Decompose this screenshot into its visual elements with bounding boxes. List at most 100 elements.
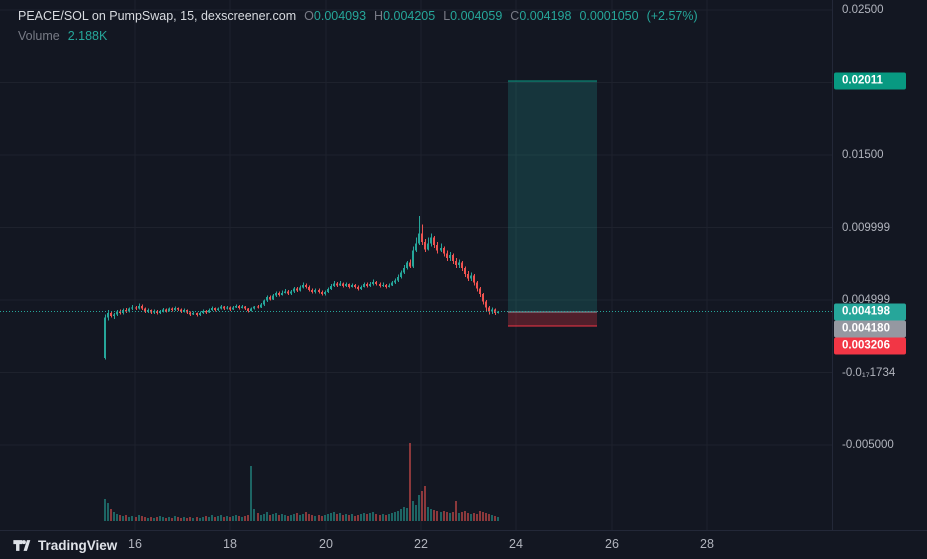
volume-bar [199,518,201,521]
price-axis-label: -0.005000 [842,439,894,451]
candle-body [287,291,289,294]
close-value: 0.004198 [519,9,572,23]
volume-bar [348,515,350,521]
volume-bar [379,515,381,521]
candle-body [467,273,469,279]
volume-bar [351,514,353,521]
volume-bar [116,514,118,521]
volume-bar [183,517,185,521]
volume-bar [186,518,188,521]
candle-body [299,287,301,291]
candle-body [397,276,399,281]
volume-bar [235,515,237,521]
volume-bar [223,517,225,521]
candle-body [427,243,429,250]
candle-body [174,307,176,311]
symbol-title[interactable]: PEACE/SOL on PumpSwap, 15, dexscreener.c… [18,9,297,23]
candle-body [171,308,173,311]
candle-body [293,288,295,292]
candle-body [464,268,466,274]
price-badge-stop: 0.003206 [834,337,906,355]
tradingview-wordmark: TradingView [38,538,118,553]
candle-body [473,275,475,283]
volume-bar [443,511,445,521]
candle-body [192,313,194,315]
price-chart-canvas[interactable] [0,0,832,530]
time-axis[interactable]: 16 18 20 22 24 26 28 [0,530,927,559]
candle-body [485,301,487,308]
volume-bar [296,513,298,521]
volume-bar [366,514,368,521]
volume-value: 2.188K [67,28,108,43]
candle-body [177,307,179,310]
volume-bar [144,517,146,521]
candle-body [281,292,283,295]
volume-bar [202,517,204,521]
volume-bar [369,513,371,521]
volume-bar [345,514,347,521]
volume-bar [250,466,252,521]
candle-body [436,244,438,251]
candle-body [470,275,472,279]
volume-bar [436,511,438,521]
volume-bar [253,509,255,521]
volume-bar [196,517,198,521]
tradingview-logo-icon [13,540,31,551]
volume-bar [461,512,463,521]
volume-bar [424,486,426,521]
volume-bar [180,518,182,521]
volume-bar [138,515,140,521]
volume-bar [122,516,124,521]
candle-body [360,286,362,290]
candle-body [217,308,219,311]
volume-bar [257,513,259,521]
candle-body [491,309,493,312]
candle-body [403,268,405,273]
candle-body [147,310,149,312]
candle-body [455,260,457,266]
low-label: L [443,9,451,23]
volume-bar [479,511,481,521]
volume-bar [458,513,460,521]
candle-body [351,284,353,287]
volume-bar [311,515,313,521]
candle-body [196,313,198,316]
volume-bar [357,515,359,521]
candle-body [141,305,143,309]
candle-body [275,292,277,296]
candle-body [339,283,341,286]
candle-body [110,313,112,316]
volume-label[interactable]: Volume [18,28,60,43]
volume-bar [491,515,493,521]
candle-body [302,284,304,288]
candle-body [327,289,329,293]
price-axis[interactable]: 0.02500 0.01500 0.009999 0.004999 -0.0₁₇1734… [832,0,927,530]
candle-body [321,292,323,295]
candle-body [400,272,402,277]
volume-bar [192,518,194,521]
volume-bar [318,515,320,521]
volume-bar [476,514,478,521]
volume-bar [388,514,390,521]
volume-bar [269,515,271,521]
candle-body [183,310,185,312]
long-position-loss-zone[interactable] [508,311,597,327]
volume-bar [177,517,179,521]
volume-bar [211,515,213,521]
candle-body [369,284,371,287]
candle-body [128,308,130,312]
volume-bar [205,516,207,521]
volume-bar [421,491,423,521]
change-percent: (+2.57%) [646,9,698,23]
volume-bar [321,516,323,521]
candle-body [260,304,262,308]
candle-body [412,250,414,267]
volume-bar [107,503,109,521]
tradingview-attribution[interactable]: TradingView [12,536,117,555]
volume-bar [440,512,442,521]
candle-body [430,237,432,244]
volume-bar [141,516,143,521]
candle-wick [114,313,115,319]
long-position-profit-zone[interactable] [508,80,597,312]
volume-bar [229,517,231,521]
